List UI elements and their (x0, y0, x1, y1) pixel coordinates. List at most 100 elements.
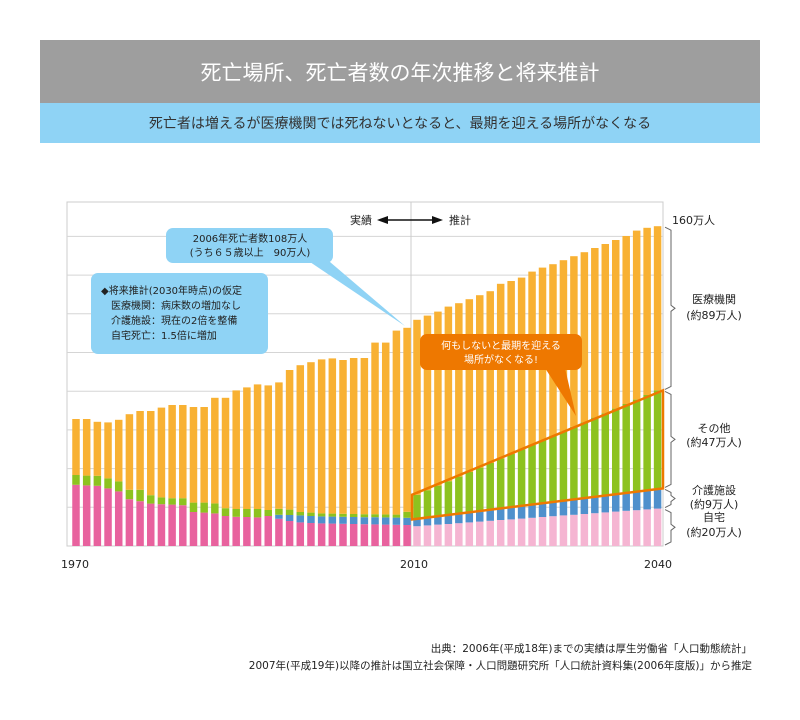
actual-bar-other (211, 503, 219, 514)
actual-bar-hospital (392, 330, 401, 515)
actual-bar-other (307, 512, 315, 516)
segment-label-home: 自宅 (703, 510, 725, 524)
actual-bar-care (296, 515, 305, 523)
actual-bar-other (243, 509, 251, 517)
actual-bar-home (349, 524, 358, 546)
actual-bar-care (275, 514, 283, 519)
actual-bar-other (147, 495, 155, 504)
actual-bar-hospital (317, 359, 326, 514)
projection-bar-other (507, 454, 515, 508)
actual-bar-home (125, 499, 134, 546)
actual-bar-care (392, 517, 401, 525)
projection-bar-home (528, 517, 536, 546)
actual-bar-other (381, 514, 390, 518)
projection-bar-hospital (455, 303, 463, 477)
projection-bar-care (622, 492, 630, 511)
actual-bar-hospital (275, 382, 283, 509)
projection-bar-home (486, 520, 494, 546)
actual-bar-home (307, 523, 315, 546)
actual-bar-hospital (179, 405, 187, 499)
actual-bar-home (82, 485, 91, 546)
projection-bar-care (591, 496, 599, 514)
assumption-line: 介護施設：現在の2倍を整備 (111, 314, 237, 327)
callout-2006-line1: 2006年死亡者数108万人 (193, 232, 308, 245)
actual-bar-hospital (72, 419, 80, 475)
actual-bar-home (136, 501, 144, 546)
actual-bar-home (275, 518, 283, 546)
segment-value-care: (約9万人) (690, 497, 739, 511)
projection-bar-hospital (496, 283, 505, 459)
projection-bar-hospital (653, 226, 662, 391)
actual-bar-hospital (93, 421, 102, 476)
projection-bar-hospital (591, 248, 599, 418)
actual-bar-hospital (381, 342, 390, 515)
assumption-line: ◆将来推計(2030年時点)の仮定 (101, 284, 242, 297)
chart-title: 死亡場所、死亡者数の年次推移と将来推計 (40, 40, 760, 103)
projection-bar-hospital (632, 230, 641, 400)
projection-bar-home (517, 518, 526, 546)
actual-bar-other (232, 509, 240, 517)
actual-bar-home (253, 517, 262, 546)
callout-warning (420, 334, 582, 370)
projection-bar-home (538, 517, 547, 546)
projection-bar-home (496, 520, 505, 546)
projection-bar-other (434, 485, 442, 517)
projection-bar-home (434, 524, 442, 546)
projection-label: 推計 (449, 213, 471, 227)
actual-bar-hospital (264, 385, 272, 510)
projection-bar-care (496, 508, 505, 520)
projection-bar-other (622, 404, 630, 493)
brace-home (664, 509, 676, 546)
actual-bar-hospital (349, 358, 358, 514)
actual-bar-hospital (328, 358, 337, 514)
projection-bar-other (591, 417, 599, 497)
actual-bar-hospital (211, 397, 219, 504)
actual-bar-care (381, 517, 390, 525)
projection-bar-hospital (423, 315, 432, 491)
actual-bar-other (136, 489, 144, 502)
projection-bar-other (632, 399, 641, 492)
callout-assumptions (91, 273, 268, 354)
projection-bar-care (455, 514, 463, 524)
actual-bar-hospital (168, 405, 176, 499)
actual-bar-hospital (125, 414, 134, 490)
actual-bar-other (157, 497, 166, 505)
projection-bar-hospital (622, 236, 630, 404)
projection-bar-care (465, 512, 474, 523)
projection-bar-hospital (580, 252, 589, 423)
actual-bar-other (349, 514, 358, 517)
actual-bar-care (349, 517, 358, 524)
actual-label: 実績 (350, 213, 372, 227)
projection-bar-home (653, 508, 662, 546)
projection-bar-hospital (434, 311, 442, 486)
actual-bar-home (72, 484, 80, 546)
brace-care (664, 488, 676, 509)
projection-bar-hospital (601, 244, 610, 414)
projection-bar-home (601, 512, 610, 546)
projection-bar-other (476, 467, 484, 512)
actual-bar-other (72, 475, 80, 485)
segment-label-other: その他 (698, 422, 731, 435)
callout-2006-line2: (うち６５歳以上 90万人) (190, 247, 311, 259)
actual-bar-care (317, 516, 326, 524)
projection-bar-care (507, 507, 515, 520)
projection-bar-other (444, 481, 453, 516)
actual-bar-other (104, 478, 112, 489)
chart-subtitle: 死亡者は増えるが医療機関では死ねないとなると、最期を迎える場所がなくなる (40, 103, 760, 143)
actual-bar-hospital (232, 390, 240, 509)
projection-bar-other (486, 463, 494, 510)
assumption-line: 自宅死亡：1.5倍に増加 (111, 329, 217, 342)
actual-bar-home (360, 524, 369, 546)
actual-bar-other (403, 511, 411, 518)
actual-bar-other (296, 512, 305, 516)
callout-2006 (166, 228, 333, 263)
actual-bar-care (360, 517, 369, 525)
highlight-outline (410, 388, 665, 521)
projection-bar-home (570, 514, 578, 546)
projection-bar-home (643, 509, 651, 546)
x-tick-label: 1970 (61, 558, 89, 571)
actual-bar-other (200, 502, 208, 513)
actual-bar-home (114, 491, 123, 546)
actual-bar-hospital (147, 411, 155, 496)
arrow-left-icon (377, 216, 388, 224)
